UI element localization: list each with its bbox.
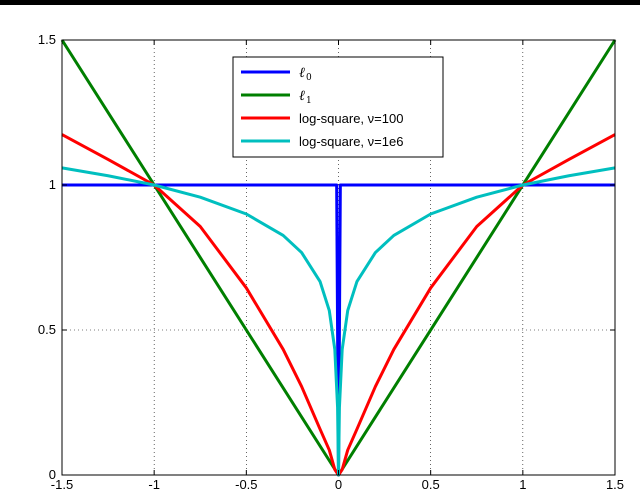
y-tick-label: 1.5 bbox=[38, 32, 56, 47]
legend-symbol: ℓ bbox=[299, 65, 305, 81]
x-tick-label: 0.5 bbox=[422, 477, 440, 492]
y-tick-label: 1 bbox=[49, 177, 56, 192]
legend-subscript: 0 bbox=[306, 73, 312, 83]
top-border-bar bbox=[0, 0, 640, 5]
y-tick-label: 0.5 bbox=[38, 322, 56, 337]
legend-subscript: 1 bbox=[306, 96, 312, 106]
x-tick-label: -0.5 bbox=[235, 477, 257, 492]
x-tick-label: 1.5 bbox=[606, 477, 624, 492]
legend-label: log-square, ν=1e6 bbox=[299, 134, 403, 149]
legend-symbol: ℓ bbox=[299, 88, 305, 104]
ticks: -1.5 -1 -0.5 0 0.5 1 1.5 0 0.5 1 1.5 bbox=[38, 32, 624, 492]
x-tick-label: 0 bbox=[335, 477, 342, 492]
x-tick-label: -1 bbox=[148, 477, 160, 492]
x-tick-label: 1 bbox=[519, 477, 526, 492]
y-tick-label: 0 bbox=[49, 467, 56, 482]
legend-label: log-square, ν=100 bbox=[299, 111, 403, 126]
x-tick-label: -1.5 bbox=[51, 477, 73, 492]
